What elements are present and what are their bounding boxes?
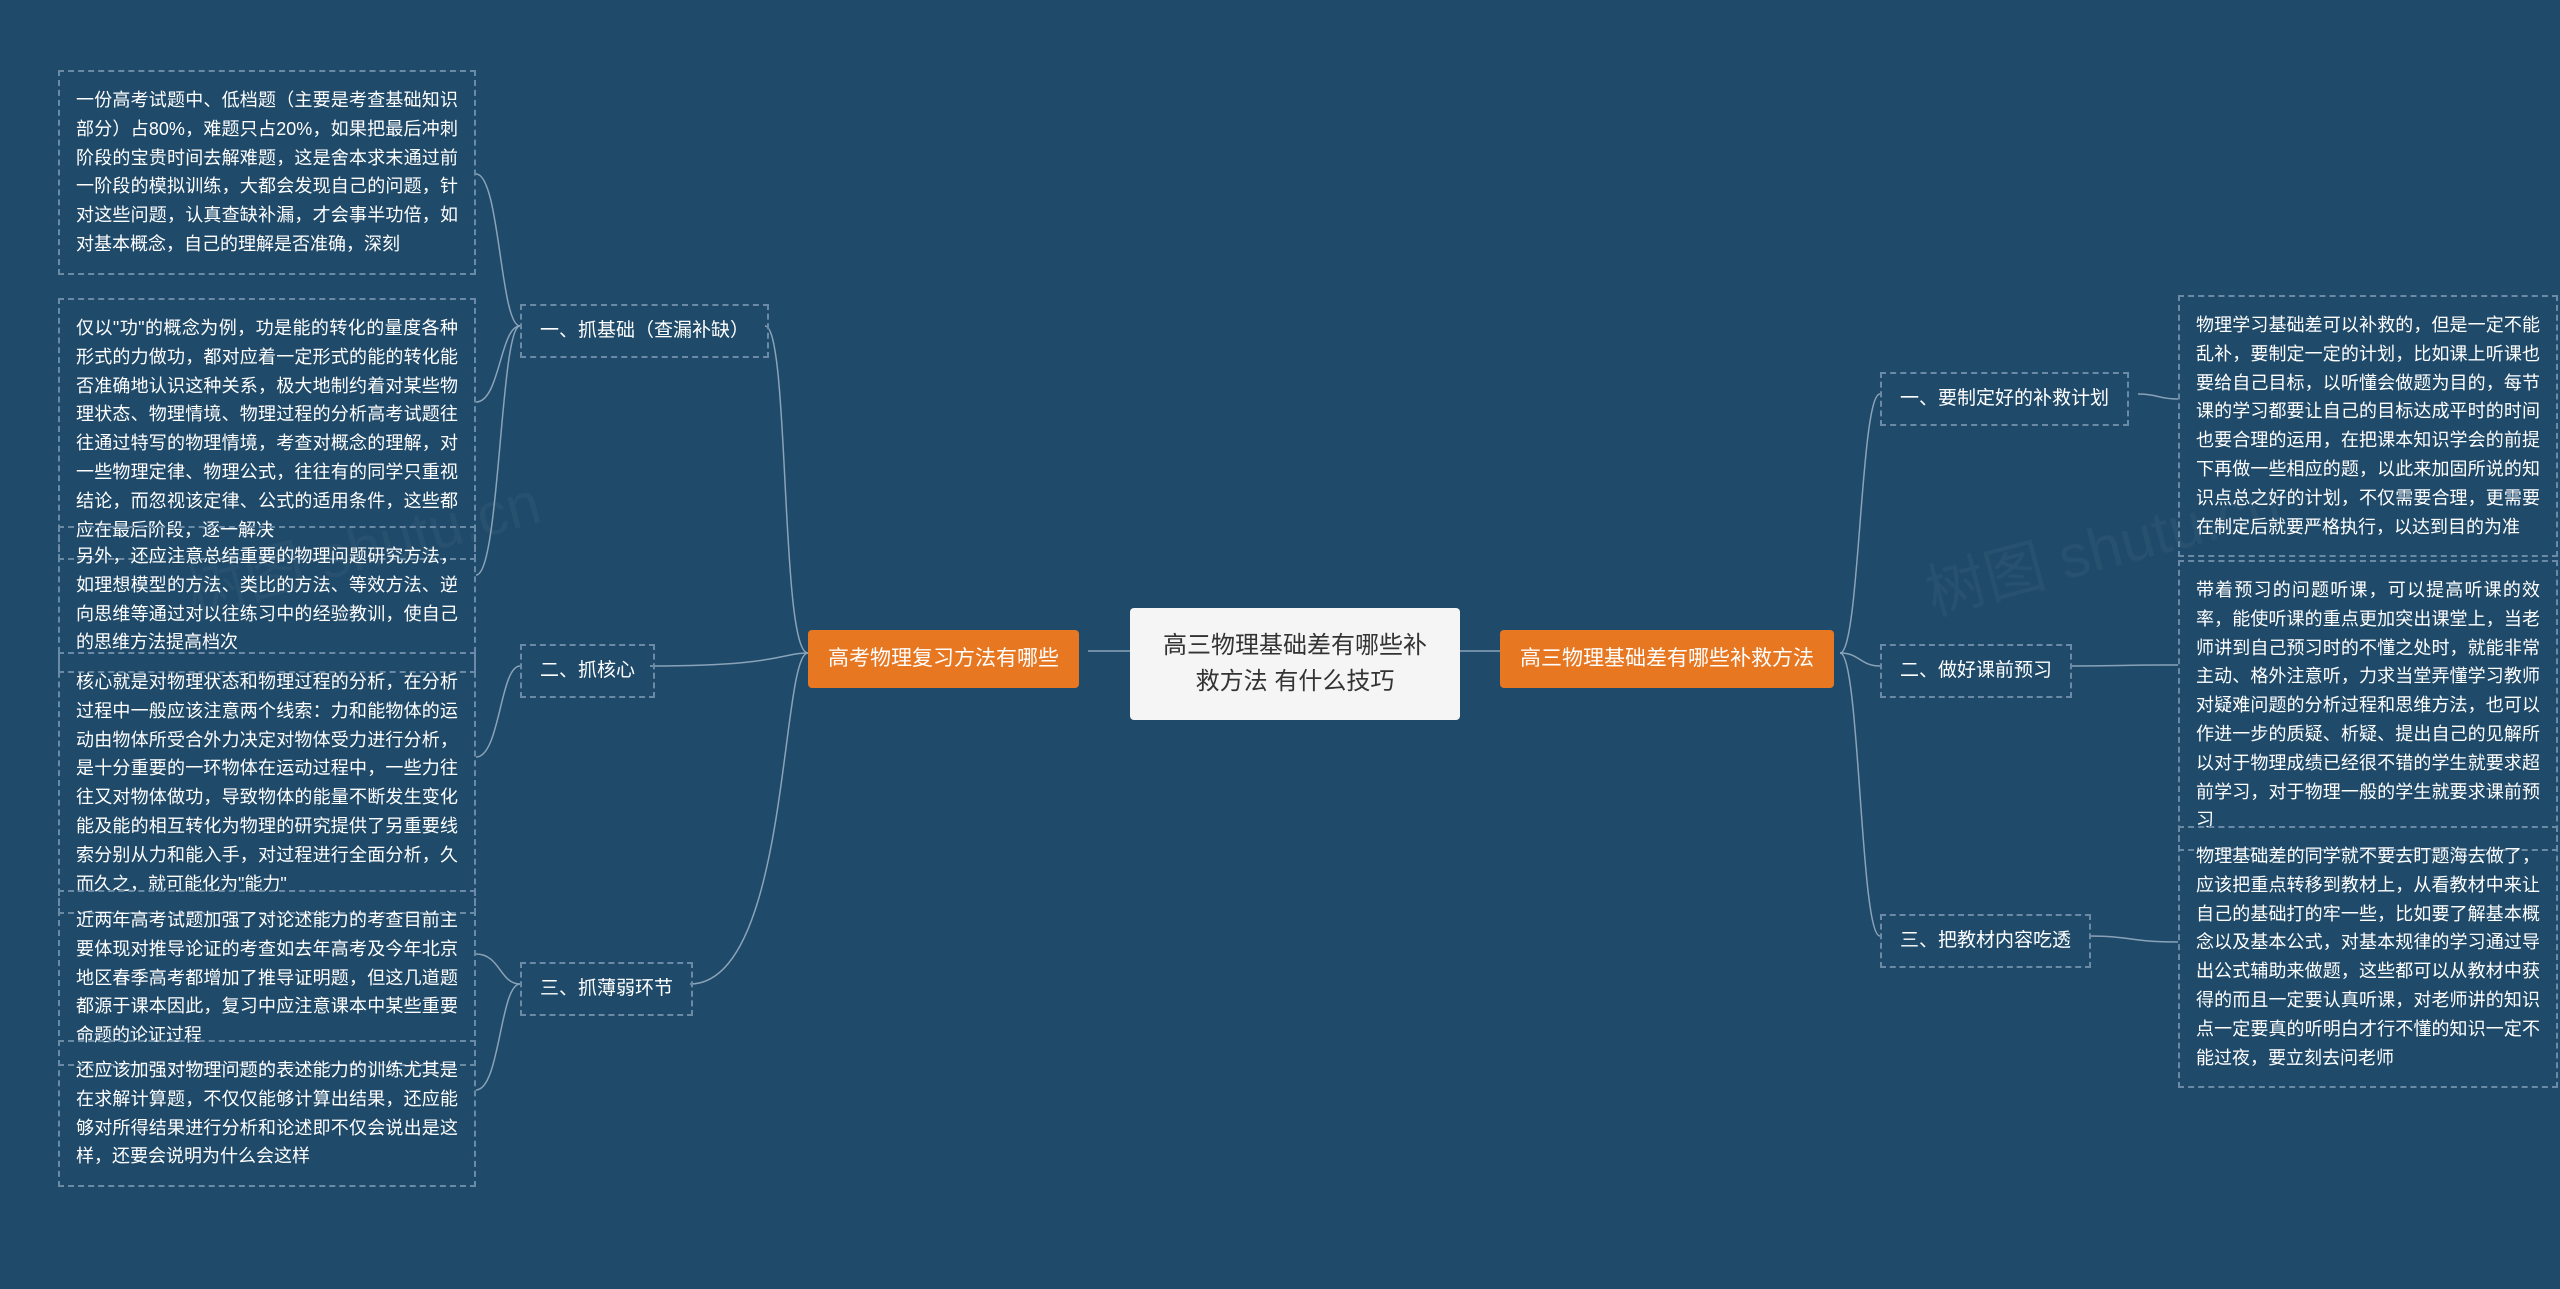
- right-sub-2-text: 二、做好课前预习: [1900, 660, 2052, 681]
- right-sub-3[interactable]: 三、把教材内容吃透: [1880, 914, 2091, 968]
- left-sub-1[interactable]: 一、抓基础（查漏补缺）: [520, 304, 769, 358]
- left-sub-2[interactable]: 二、抓核心: [520, 644, 655, 698]
- right-category[interactable]: 高三物理基础差有哪些补救方法: [1500, 630, 1834, 688]
- left-leaf-1[interactable]: 一份高考试题中、低档题（主要是考查基础知识部分）占80%，难题只占20%，如果把…: [58, 70, 476, 275]
- left-category[interactable]: 高考物理复习方法有哪些: [808, 630, 1079, 688]
- right-category-text: 高三物理基础差有哪些补救方法: [1520, 647, 1814, 670]
- left-sub-3-text: 三、抓薄弱环节: [540, 978, 673, 999]
- left-category-text: 高考物理复习方法有哪些: [828, 647, 1059, 670]
- right-leaf-1[interactable]: 物理学习基础差可以补救的，但是一定不能乱补，要制定一定的计划，比如课上听课也要给…: [2178, 295, 2558, 557]
- right-sub-3-text: 三、把教材内容吃透: [1900, 930, 2071, 951]
- left-leaf-5-text: 近两年高考试题加强了对论述能力的考查目前主要体现对推导论证的考查如去年高考及今年…: [76, 910, 458, 1045]
- left-leaf-6[interactable]: 还应该加强对物理问题的表述能力的训练尤其是在求解计算题，不仅仅能够计算出结果，还…: [58, 1040, 476, 1187]
- left-leaf-1-text: 一份高考试题中、低档题（主要是考查基础知识部分）占80%，难题只占20%，如果把…: [76, 90, 458, 254]
- right-leaf-3-text: 物理基础差的同学就不要去盯题海去做了，应该把重点转移到教材上，从看教材中来让自己…: [2196, 846, 2540, 1068]
- left-sub-3[interactable]: 三、抓薄弱环节: [520, 962, 693, 1016]
- right-sub-1[interactable]: 一、要制定好的补救计划: [1880, 372, 2129, 426]
- root-text: 高三物理基础差有哪些补救方法 有什么技巧: [1163, 632, 1427, 695]
- root-node[interactable]: 高三物理基础差有哪些补救方法 有什么技巧: [1130, 608, 1460, 720]
- left-leaf-6-text: 还应该加强对物理问题的表述能力的训练尤其是在求解计算题，不仅仅能够计算出结果，还…: [76, 1060, 458, 1166]
- right-sub-2[interactable]: 二、做好课前预习: [1880, 644, 2072, 698]
- right-leaf-2-text: 带着预习的问题听课，可以提高听课的效率，能使听课的重点更加突出课堂上，当老师讲到…: [2196, 580, 2540, 830]
- left-sub-1-text: 一、抓基础（查漏补缺）: [540, 320, 749, 341]
- left-leaf-4[interactable]: 核心就是对物理状态和物理过程的分析，在分析过程中一般应该注意两个线索：力和能物体…: [58, 652, 476, 914]
- left-leaf-3-text: 另外，还应注意总结重要的物理问题研究方法，如理想模型的方法、类比的方法、等效方法…: [76, 546, 458, 652]
- left-leaf-2-text: 仅以"功"的概念为例，功是能的转化的量度各种形式的力做功，都对应着一定形式的能的…: [76, 318, 458, 540]
- left-sub-2-text: 二、抓核心: [540, 660, 635, 681]
- right-leaf-1-text: 物理学习基础差可以补救的，但是一定不能乱补，要制定一定的计划，比如课上听课也要给…: [2196, 315, 2540, 537]
- right-leaf-3[interactable]: 物理基础差的同学就不要去盯题海去做了，应该把重点转移到教材上，从看教材中来让自己…: [2178, 826, 2558, 1088]
- right-leaf-2[interactable]: 带着预习的问题听课，可以提高听课的效率，能使听课的重点更加突出课堂上，当老师讲到…: [2178, 560, 2558, 851]
- left-leaf-4-text: 核心就是对物理状态和物理过程的分析，在分析过程中一般应该注意两个线索：力和能物体…: [76, 672, 458, 894]
- right-sub-1-text: 一、要制定好的补救计划: [1900, 388, 2109, 409]
- left-leaf-2[interactable]: 仅以"功"的概念为例，功是能的转化的量度各种形式的力做功，都对应着一定形式的能的…: [58, 298, 476, 560]
